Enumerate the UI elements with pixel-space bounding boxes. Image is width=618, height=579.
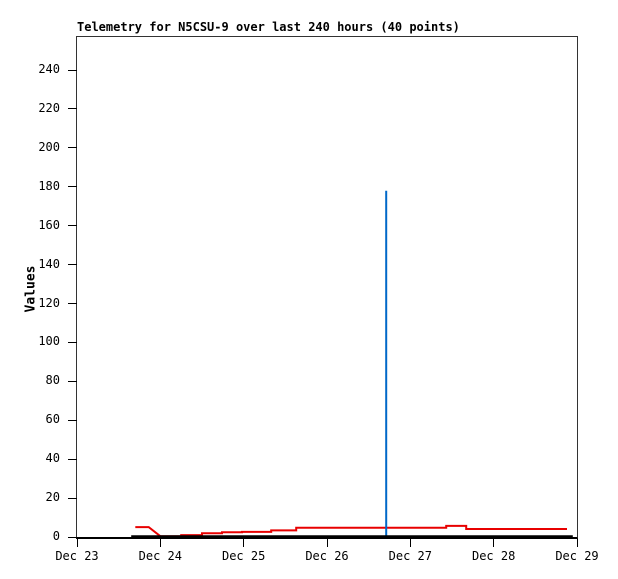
x-tick-label: Dec 27 (388, 549, 432, 563)
y-tick (68, 419, 77, 421)
y-tick-label: 40 (45, 451, 60, 466)
x-tick-label: Dec 24 (138, 549, 182, 563)
x-tick-label: Dec 23 (55, 549, 99, 563)
y-tick (68, 147, 77, 149)
y-tick (68, 341, 77, 343)
x-tick-label: Dec 29 (555, 549, 599, 563)
x-tick (576, 539, 578, 547)
x-tick (326, 539, 328, 547)
plot-area (76, 36, 578, 539)
y-tick-label: 160 (38, 217, 60, 232)
x-tick-label: Dec 26 (305, 549, 349, 563)
y-tick-label: 80 (45, 373, 60, 388)
y-tick-label: 220 (38, 100, 60, 115)
y-tick (68, 108, 77, 110)
x-tick (493, 539, 495, 547)
plot-series-canvas (131, 190, 573, 537)
y-tick (68, 303, 77, 305)
x-tick (409, 539, 411, 547)
x-tick (159, 539, 161, 547)
y-tick (68, 380, 77, 382)
y-tick (68, 186, 77, 188)
x-tick-label: Dec 25 (221, 549, 266, 563)
y-tick-label: 20 (45, 490, 60, 505)
x-tick-label: Dec 28 (471, 549, 516, 563)
y-tick (68, 264, 77, 266)
y-tick (68, 458, 77, 460)
y-tick (68, 69, 77, 71)
y-tick-label: 0 (52, 529, 60, 543)
y-tick (68, 497, 77, 499)
telemetry-red-line (135, 524, 567, 537)
y-tick-label: 60 (45, 412, 60, 427)
y-tick (68, 536, 77, 538)
y-tick-label: 140 (38, 256, 60, 271)
y-tick-label: 200 (38, 139, 60, 154)
y-tick-label: 180 (38, 178, 60, 193)
chart-title: Telemetry for N5CSU-9 over last 240 hour… (77, 20, 460, 34)
y-tick-label: 120 (38, 295, 60, 310)
x-tick (76, 539, 78, 547)
y-tick-label: 240 (38, 62, 60, 77)
y-tick (68, 225, 77, 227)
x-tick (243, 539, 245, 547)
y-tick-label: 100 (38, 334, 60, 349)
